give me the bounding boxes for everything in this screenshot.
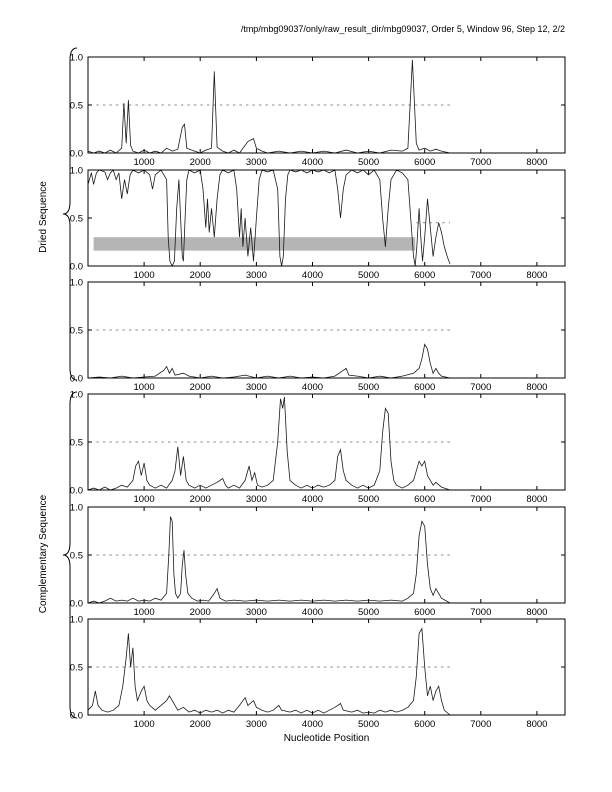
plot-title: /tmp/mbg09037/only/raw_result_dir/mbg090…	[240, 24, 565, 34]
direct-group-brace	[62, 47, 78, 381]
x-tick-label: 4000	[302, 607, 323, 618]
series-line	[87, 516, 451, 604]
x-tick-label: 5000	[358, 607, 379, 618]
panel-frame	[87, 506, 566, 604]
x-tick-label: 6000	[414, 494, 435, 505]
panel-frame	[87, 281, 566, 379]
y-tick-label: 0.5	[70, 101, 83, 112]
x-tick-label: 3000	[246, 270, 267, 281]
x-tick-label: 4000	[302, 382, 323, 393]
x-tick-label: 5000	[358, 719, 379, 730]
panel-direct-frame-3: 1000 2000 3000 4000 5000 6000 7000 8000 0.0 0.5 1.…	[70, 278, 566, 393]
x-tick-label: 6000	[414, 719, 435, 730]
y-tick-label: 0.0	[70, 486, 83, 497]
x-tick-label: 8000	[526, 494, 547, 505]
y-tick-label: 1.0	[70, 278, 83, 289]
x-tick-label: 8000	[526, 719, 547, 730]
y-tick-label: 1.0	[70, 166, 83, 177]
x-tick-label: 5000	[358, 157, 379, 168]
x-tick-label: 7000	[470, 719, 491, 730]
x-tick-label: 4000	[302, 157, 323, 168]
x-tick-label: 7000	[470, 494, 491, 505]
series-line	[87, 627, 451, 716]
x-tick-label: 8000	[526, 382, 547, 393]
x-axis-label: Nucleotide Position	[283, 733, 370, 744]
x-tick-label: 2000	[190, 157, 211, 168]
x-tick-label: 3000	[246, 607, 267, 618]
x-tick-label: 3000	[246, 494, 267, 505]
panel-complementary-frame-3: 1000 2000 3000 4000 5000 6000 7000 8000 0.0 0.5 1.…	[70, 615, 566, 730]
x-tick-label: 1000	[134, 270, 155, 281]
y-tick-label: 0.5	[70, 326, 83, 337]
y-tick-label: 0.0	[70, 262, 83, 273]
series-line	[87, 169, 451, 267]
y-tick-label: 1.0	[70, 615, 83, 626]
complementary-group-brace	[62, 391, 78, 719]
y-tick-label: 0.0	[70, 374, 83, 385]
x-tick-label: 2000	[190, 382, 211, 393]
panel-direct-frame-1: 1000 2000 3000 4000 5000 6000 7000 8000 0.0 0.5 1.…	[70, 53, 566, 168]
panel-complementary-frame-1: 1000 2000 3000 4000 5000 6000 7000 8000 0.0 0.5 1.…	[70, 390, 566, 505]
y-tick-label: 0.5	[70, 551, 83, 562]
x-tick-label: 3000	[246, 157, 267, 168]
x-tick-label: 3000	[246, 382, 267, 393]
series-line	[87, 396, 451, 491]
x-tick-label: 6000	[414, 607, 435, 618]
x-tick-label: 7000	[470, 382, 491, 393]
x-tick-label: 4000	[302, 719, 323, 730]
series-line	[87, 59, 451, 154]
x-tick-label: 5000	[358, 382, 379, 393]
x-tick-label: 6000	[414, 157, 435, 168]
x-tick-label: 5000	[358, 270, 379, 281]
y-tick-label: 0.5	[70, 438, 83, 449]
y-tick-label: 0.5	[70, 214, 83, 225]
x-tick-label: 1000	[134, 382, 155, 393]
x-tick-label: 3000	[246, 719, 267, 730]
y-tick-label: 0.0	[70, 711, 83, 722]
x-tick-label: 8000	[526, 157, 547, 168]
x-tick-label: 2000	[190, 607, 211, 618]
x-tick-label: 4000	[302, 270, 323, 281]
panel-complementary-frame-2: 1000 2000 3000 4000 5000 6000 7000 8000 0.0 0.5 1.…	[70, 503, 566, 618]
panel-frame	[87, 56, 566, 154]
x-tick-label: 1000	[134, 607, 155, 618]
x-tick-label: 7000	[470, 157, 491, 168]
panel-frame	[87, 618, 566, 716]
y-tick-label: 0.0	[70, 149, 83, 160]
x-tick-label: 4000	[302, 494, 323, 505]
x-tick-label: 7000	[470, 607, 491, 618]
x-tick-label: 6000	[414, 382, 435, 393]
series-line	[87, 343, 451, 379]
x-tick-label: 2000	[190, 719, 211, 730]
x-tick-label: 1000	[134, 719, 155, 730]
x-tick-label: 8000	[526, 607, 547, 618]
x-tick-label: 7000	[470, 270, 491, 281]
y-tick-label: 1.0	[70, 390, 83, 401]
x-tick-label: 1000	[134, 157, 155, 168]
x-tick-label: 2000	[190, 494, 211, 505]
y-tick-label: 1.0	[70, 503, 83, 514]
x-tick-label: 5000	[358, 494, 379, 505]
y-tick-label: 0.0	[70, 599, 83, 610]
x-tick-label: 6000	[414, 270, 435, 281]
panel-frame	[87, 393, 566, 491]
x-tick-label: 1000	[134, 494, 155, 505]
y-tick-label: 0.5	[70, 663, 83, 674]
y-tick-label: 1.0	[70, 53, 83, 64]
panel-frame	[87, 169, 566, 267]
panel-direct-frame-2: 1000 2000 3000 4000 5000 6000 7000 8000 0.0 0.5 1.…	[70, 166, 566, 281]
x-tick-label: 2000	[190, 270, 211, 281]
x-tick-label: 8000	[526, 270, 547, 281]
